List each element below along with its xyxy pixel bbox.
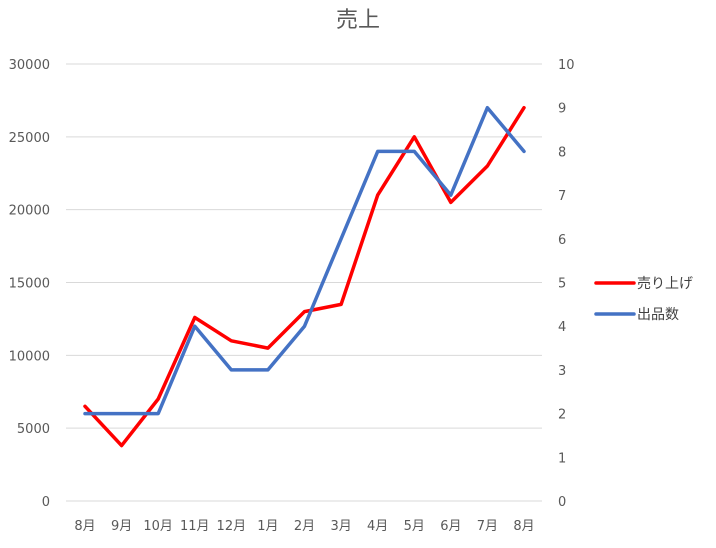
y-left-tick-label: 15000 [9, 277, 50, 292]
series-lines [83, 105, 526, 448]
y-right-tick-label: 5 [558, 277, 566, 292]
x-tick-label: 4月 [367, 519, 388, 534]
y-right-tick-label: 4 [558, 320, 566, 335]
y-right-tick-label: 1 [558, 451, 566, 466]
legend-label: 売り上げ [637, 276, 693, 292]
y-left-tick-label: 30000 [9, 58, 50, 73]
legend-label: 出品数 [637, 307, 679, 323]
gridlines [66, 63, 542, 502]
y-right-tick-label: 10 [558, 58, 575, 73]
x-tick-label: 11月 [180, 519, 210, 534]
y-left-tick-label: 20000 [9, 204, 50, 219]
y-right-tick-label: 3 [558, 364, 566, 379]
x-tick-label: 2月 [294, 519, 315, 534]
x-tick-label: 3月 [330, 519, 351, 534]
x-axis-ticks: 8月 9月 10月 11月 12月 1月 2月 3月 4月 5月 6月 7月 8月 [74, 519, 534, 534]
series-line-1 [83, 105, 526, 416]
chart-title: 売上 [336, 8, 380, 33]
y-axis-left-ticks: 0 5000 10000 15000 20000 25000 30000 [9, 58, 50, 510]
x-tick-label: 1月 [257, 519, 278, 534]
y-left-tick-label: 10000 [9, 349, 50, 364]
y-axis-right-ticks: 0 1 2 3 4 5 6 7 8 9 10 [558, 58, 575, 510]
x-tick-label: 6月 [440, 519, 461, 534]
x-tick-label: 5月 [404, 519, 425, 534]
x-tick-label: 10月 [143, 519, 173, 534]
y-left-tick-label: 5000 [17, 422, 50, 437]
y-right-tick-label: 6 [558, 233, 566, 248]
series-line-0 [83, 105, 526, 448]
y-left-tick-label: 0 [42, 495, 50, 510]
y-left-tick-label: 25000 [9, 131, 50, 146]
x-tick-label: 8月 [513, 519, 534, 534]
y-right-tick-label: 7 [558, 189, 566, 204]
x-tick-label: 9月 [111, 519, 132, 534]
x-tick-label: 8月 [74, 519, 95, 534]
x-tick-label: 12月 [217, 519, 247, 534]
y-right-tick-label: 8 [558, 145, 566, 160]
y-right-tick-label: 9 [558, 102, 566, 117]
y-right-tick-label: 0 [558, 495, 566, 510]
x-tick-label: 7月 [477, 519, 498, 534]
y-right-tick-label: 2 [558, 408, 566, 423]
